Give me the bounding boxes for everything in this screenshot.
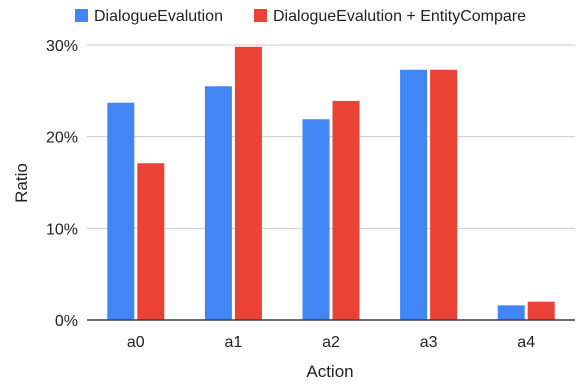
x-axis-ticks: a0 a1 a2 a3 a4 — [127, 334, 535, 351]
bars — [87, 46, 575, 321]
y-tick-label: 10% — [46, 221, 78, 238]
y-tick-label: 20% — [46, 130, 78, 147]
y-tick-label: 0% — [55, 313, 78, 330]
legend-label: DialogueEvalution — [94, 8, 223, 25]
bar-a2-series-2 — [332, 100, 360, 321]
x-tick-label: a1 — [225, 334, 243, 351]
bar-a4-series-2 — [527, 301, 555, 320]
x-tick-label: a0 — [127, 334, 145, 351]
bar-a3-series-1 — [400, 69, 428, 320]
x-tick-label: a3 — [420, 334, 438, 351]
bar-a0-series-2 — [137, 163, 165, 320]
y-tick-label: 30% — [46, 38, 78, 55]
bar-a0-series-1 — [107, 102, 135, 320]
x-axis-title: Action — [306, 362, 353, 381]
legend-swatch — [254, 9, 267, 22]
bar-a2-series-1 — [302, 119, 330, 320]
bar-a1-series-2 — [234, 46, 262, 320]
bar-a1-series-1 — [204, 86, 232, 320]
legend-label: DialogueEvalution + EntityCompare — [273, 8, 526, 25]
y-axis-ticks: 0% 10% 20% 30% — [46, 38, 78, 330]
legend: DialogueEvalution DialogueEvalution + Ent… — [75, 8, 526, 25]
bar-a3-series-2 — [430, 69, 458, 320]
x-tick-label: a2 — [322, 334, 340, 351]
bar-a4-series-1 — [497, 305, 525, 320]
x-tick-label: a4 — [517, 334, 535, 351]
y-axis-title: Ratio — [12, 163, 31, 203]
legend-swatch — [75, 9, 88, 22]
